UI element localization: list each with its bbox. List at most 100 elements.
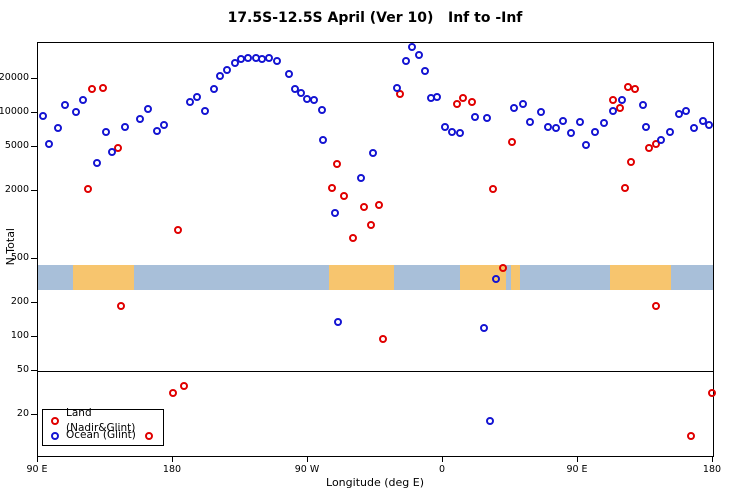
legend-land-marker-icon: [51, 416, 59, 425]
map-band-land: [609, 264, 671, 290]
x-tick-label: 90 E: [566, 464, 588, 475]
data-point-ocean: [401, 57, 410, 66]
data-point-ocean: [526, 117, 534, 126]
legend-item-land: Land (Nadir&Glint): [51, 407, 163, 434]
y-tick-label: 200: [10, 296, 29, 308]
data-point-ocean: [331, 208, 339, 217]
data-point-ocean: [44, 139, 53, 148]
y-tick-mark: [31, 111, 37, 113]
data-point-ocean: [448, 127, 456, 136]
x-tick-label: 180: [162, 464, 182, 475]
data-point-ocean: [215, 71, 224, 80]
data-point-land: [340, 192, 348, 201]
y-tick-mark: [31, 145, 37, 147]
data-point-ocean: [559, 117, 567, 126]
data-point-ocean: [682, 106, 690, 115]
data-point-land: [458, 93, 467, 102]
x-tick-label: 90 W: [294, 464, 320, 475]
data-point-ocean: [656, 136, 665, 145]
reference-line: [38, 370, 713, 372]
data-point-land: [499, 264, 507, 273]
y-tick-label: 100: [10, 330, 29, 342]
data-point-land: [367, 220, 375, 229]
y-tick-mark: [31, 302, 37, 304]
data-point-ocean: [482, 113, 491, 122]
y-tick-label: 500: [10, 251, 29, 263]
data-point-ocean: [284, 69, 293, 78]
data-point-ocean: [334, 318, 342, 327]
data-point-ocean: [581, 140, 590, 149]
data-point-ocean: [223, 65, 231, 74]
x-tick-mark: [712, 457, 713, 462]
y-tick-label: 10000: [0, 105, 29, 117]
map-band-land: [329, 264, 394, 290]
data-point-ocean: [79, 96, 87, 105]
data-point-ocean: [617, 96, 626, 105]
data-point-ocean: [509, 103, 518, 112]
data-point-ocean: [185, 98, 194, 106]
data-point-ocean: [641, 123, 650, 132]
y-tick-label: 50: [16, 363, 29, 375]
x-tick-mark: [172, 457, 173, 462]
y-tick-label: 20: [16, 408, 29, 420]
data-point-land: [379, 334, 387, 343]
data-point-ocean: [356, 173, 365, 182]
data-point-ocean: [272, 57, 281, 66]
data-point-land: [707, 388, 716, 397]
y-tick-mark: [31, 369, 37, 371]
legend-label-ocean: Ocean (Glint): [66, 429, 136, 441]
data-point-ocean: [53, 124, 62, 133]
data-point-land: [686, 432, 695, 441]
data-point-land: [173, 226, 182, 235]
data-point-land: [328, 183, 336, 192]
data-point-land: [88, 84, 96, 93]
data-point-ocean: [455, 128, 464, 137]
data-point-ocean: [265, 53, 273, 62]
data-point-ocean: [317, 105, 326, 114]
data-point-ocean: [536, 107, 545, 116]
data-point-ocean: [433, 92, 441, 101]
data-point-ocean: [392, 83, 401, 92]
y-tick-label: 20000: [0, 72, 29, 84]
y-tick-mark: [31, 336, 37, 338]
data-point-ocean: [230, 58, 239, 67]
legend-ocean-marker-icon: [51, 431, 59, 440]
x-tick-mark: [37, 457, 38, 462]
data-point-ocean: [290, 84, 299, 93]
data-point-ocean: [209, 84, 218, 93]
data-point-ocean: [485, 416, 494, 425]
data-point-ocean: [193, 92, 201, 101]
data-point-ocean: [71, 107, 80, 116]
data-point-ocean: [470, 112, 479, 121]
data-point-land: [652, 301, 660, 310]
map-band-land: [72, 264, 134, 290]
data-point-land: [359, 202, 368, 211]
data-point-ocean: [421, 67, 429, 76]
y-tick-mark: [31, 190, 37, 192]
data-point-land: [98, 83, 107, 92]
data-point-land: [113, 143, 122, 152]
data-point-ocean: [544, 123, 552, 132]
data-point-ocean: [704, 120, 713, 129]
data-point-ocean: [310, 96, 318, 105]
data-point-ocean: [38, 111, 47, 120]
data-point-ocean: [121, 123, 129, 132]
y-tick-mark: [31, 257, 37, 259]
data-point-ocean: [608, 106, 617, 115]
x-tick-mark: [442, 457, 443, 462]
data-point-ocean: [200, 106, 209, 115]
data-point-land: [508, 137, 516, 146]
data-point-land: [452, 99, 461, 108]
data-point-land: [631, 84, 639, 93]
y-tick-label: 2000: [4, 184, 29, 196]
x-axis-title: Longitude (deg E): [326, 476, 424, 489]
data-point-ocean: [236, 54, 245, 63]
x-tick-label: 180: [702, 464, 722, 475]
data-point-ocean: [674, 109, 683, 118]
chart-title: 17.5S-12.5S April (Ver 10) Inf to -Inf: [227, 10, 523, 26]
data-point-ocean: [479, 324, 488, 333]
data-point-ocean: [160, 120, 168, 129]
data-point-land: [623, 82, 632, 91]
data-point-ocean: [296, 89, 305, 98]
